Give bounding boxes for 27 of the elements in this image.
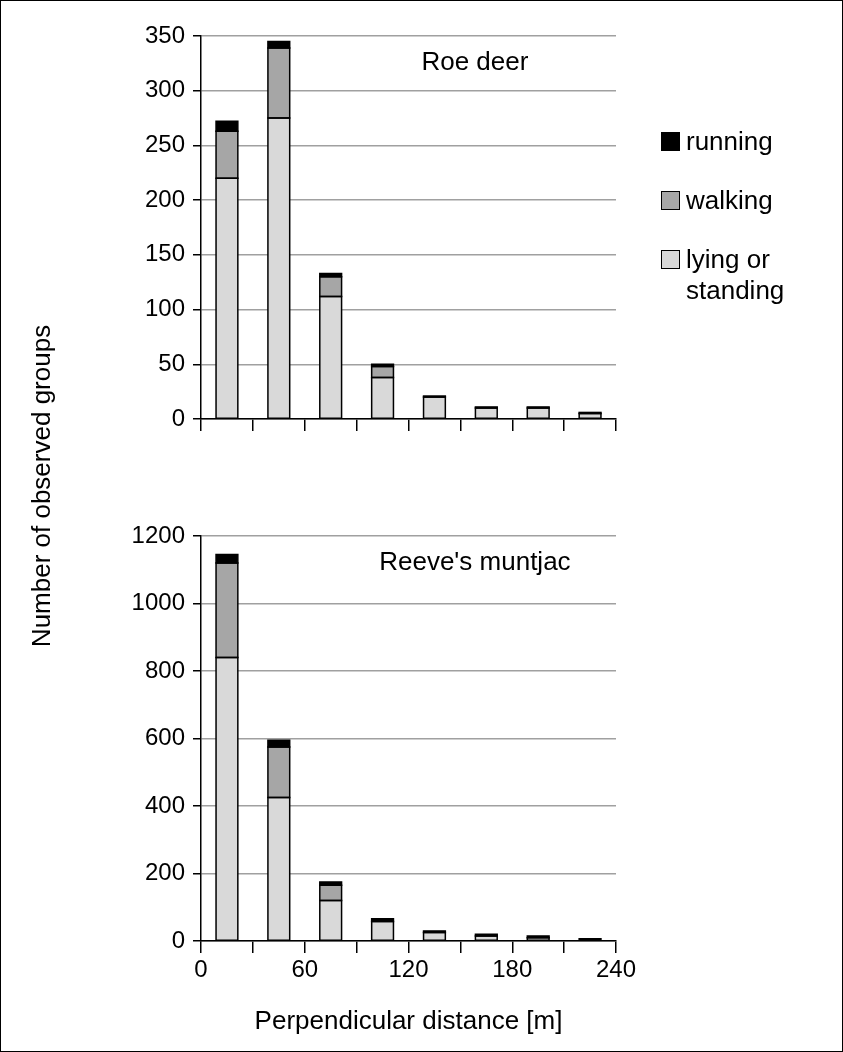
legend-label: lying or standing xyxy=(686,244,786,306)
y-tick-label: 200 xyxy=(144,858,185,886)
x-tick-label: 60 xyxy=(291,955,319,983)
y-tick-label: 0 xyxy=(171,925,185,953)
y-tick-label: 1000 xyxy=(131,588,185,616)
y-tick-label: 0 xyxy=(171,403,185,431)
y-tick-label: 1200 xyxy=(131,520,185,548)
y-tick-label: 50 xyxy=(158,348,185,376)
x-tick-label: 120 xyxy=(388,955,429,983)
y-tick-label: 250 xyxy=(144,130,185,158)
y-tick-label: 350 xyxy=(144,20,185,48)
x-tick-label: 0 xyxy=(194,955,208,983)
x-axis-title: Perpendicular distance [m] xyxy=(254,1004,563,1035)
chart-title: Reeve's muntjac xyxy=(379,546,571,577)
y-tick-label: 400 xyxy=(144,790,185,818)
y-tick-label: 100 xyxy=(144,294,185,322)
legend-label: running xyxy=(686,126,773,157)
x-tick-label: 180 xyxy=(492,955,533,983)
y-tick-label: 300 xyxy=(144,75,185,103)
chart-title: Roe deer xyxy=(421,46,529,77)
y-tick-label: 200 xyxy=(144,184,185,212)
y-tick-label: 800 xyxy=(144,655,185,683)
legend-label: walking xyxy=(686,185,773,216)
y-tick-label: 150 xyxy=(144,239,185,267)
y-axis-title: Number of observed groups xyxy=(25,324,57,648)
y-tick-label: 600 xyxy=(144,723,185,751)
x-tick-label: 240 xyxy=(595,955,637,983)
